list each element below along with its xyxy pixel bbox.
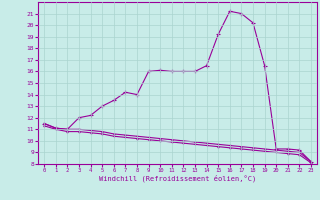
X-axis label: Windchill (Refroidissement éolien,°C): Windchill (Refroidissement éolien,°C)	[99, 175, 256, 182]
